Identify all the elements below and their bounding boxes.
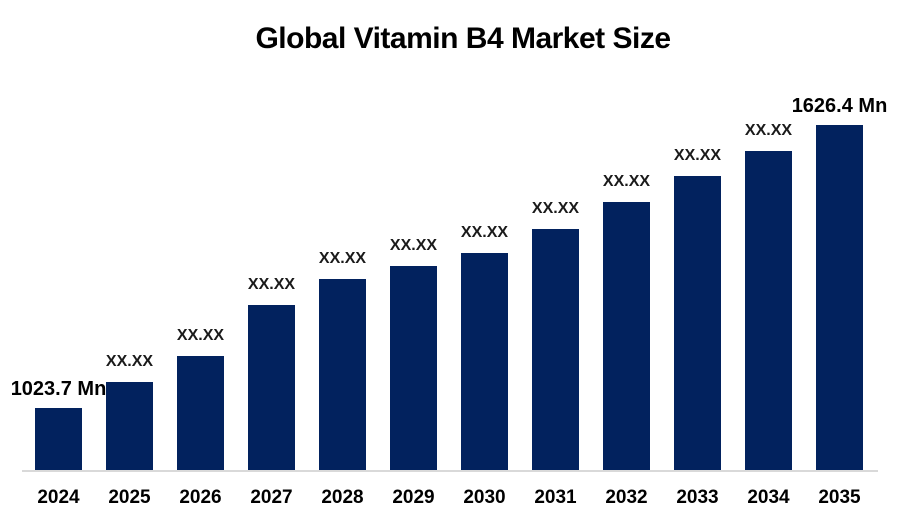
bar-value-label-2024: 1023.7 Mn (10, 378, 107, 400)
x-axis-label-2035: 2035 (818, 487, 861, 508)
bar-2027 (248, 305, 295, 470)
x-axis-label-2031: 2031 (534, 487, 577, 508)
x-axis-label-2028: 2028 (321, 487, 364, 508)
bar-2025 (106, 382, 153, 470)
bar-value-label-2030: XX.XX (460, 224, 509, 241)
bar-2033 (674, 176, 721, 470)
bar-2024 (35, 408, 82, 470)
bar-value-label-2031: XX.XX (531, 200, 580, 217)
bar-2030 (461, 253, 508, 470)
x-axis-line (22, 470, 878, 472)
bar-value-label-2035: 1626.4 Mn (791, 95, 888, 117)
bar-2026 (177, 356, 224, 470)
bar-2034 (745, 151, 792, 470)
x-axis-label-2030: 2030 (463, 487, 506, 508)
bar-value-label-2032: XX.XX (602, 173, 651, 190)
bar-2028 (319, 279, 366, 470)
x-axis-label-2026: 2026 (179, 487, 222, 508)
bar-value-label-2034: XX.XX (744, 122, 793, 139)
bar-value-label-2033: XX.XX (673, 147, 722, 164)
bar-value-label-2026: XX.XX (176, 327, 225, 344)
x-axis-label-2025: 2025 (108, 487, 151, 508)
x-axis-label-2032: 2032 (605, 487, 648, 508)
chart-title: Global Vitamin B4 Market Size (255, 22, 671, 55)
x-axis-label-2027: 2027 (250, 487, 293, 508)
x-axis-label-2033: 2033 (676, 487, 719, 508)
bar-value-label-2025: XX.XX (105, 353, 154, 370)
bar-2035 (816, 125, 863, 470)
x-axis-label-2024: 2024 (37, 487, 80, 508)
x-axis-label-2034: 2034 (747, 487, 790, 508)
bar-value-label-2028: XX.XX (318, 250, 367, 267)
bar-2031 (532, 229, 579, 470)
bar-value-label-2029: XX.XX (389, 237, 438, 254)
x-axis-label-2029: 2029 (392, 487, 435, 508)
bar-2032 (603, 202, 650, 470)
bar-value-label-2027: XX.XX (247, 276, 296, 293)
bar-2029 (390, 266, 437, 470)
